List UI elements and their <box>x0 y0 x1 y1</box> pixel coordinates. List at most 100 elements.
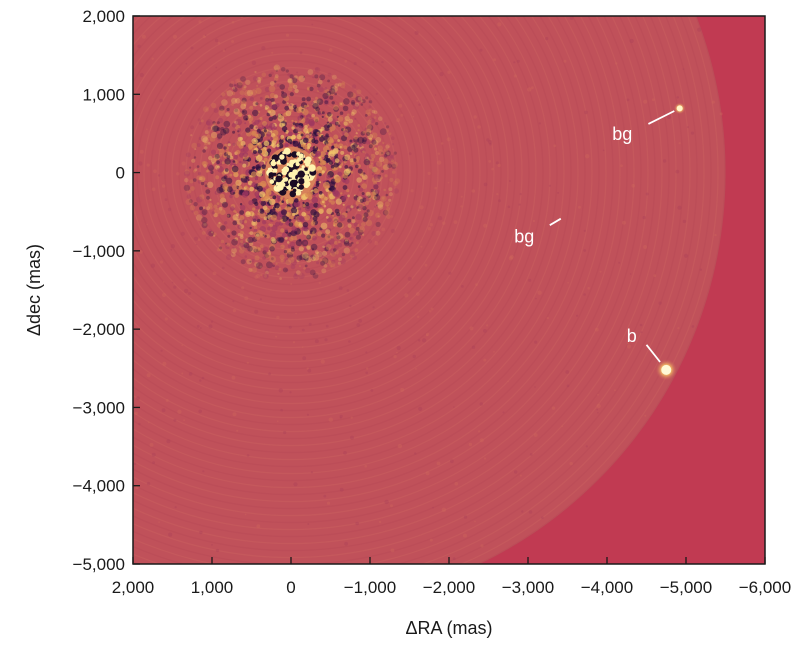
speckle <box>330 265 333 268</box>
speckle <box>361 174 368 181</box>
speckle <box>361 233 365 236</box>
speckle <box>314 67 321 73</box>
speckle <box>350 170 354 174</box>
speckle <box>207 181 214 188</box>
speckle <box>230 206 235 211</box>
speckle <box>181 372 184 375</box>
speckle <box>384 201 390 207</box>
speckle <box>390 504 393 508</box>
speckle <box>454 481 459 486</box>
speckle <box>334 244 339 250</box>
speckle <box>258 76 263 81</box>
speckle-ring <box>133 16 572 454</box>
speckle <box>260 196 266 202</box>
speckle <box>200 119 204 123</box>
speckle <box>252 215 259 222</box>
speckle <box>135 485 139 490</box>
core-speckle <box>291 151 299 158</box>
speckle <box>368 144 373 149</box>
speckle <box>375 136 382 143</box>
annotation-leader <box>647 110 675 125</box>
speckle <box>447 181 450 184</box>
speckle <box>488 140 493 144</box>
speckle <box>215 175 220 180</box>
speckle <box>329 95 334 100</box>
speckle <box>256 170 263 177</box>
speckle <box>408 152 412 156</box>
speckle <box>296 270 301 275</box>
speckle <box>242 86 246 91</box>
speckle <box>195 98 199 102</box>
speckle <box>331 250 337 256</box>
speckle <box>461 285 464 288</box>
speckle-ring <box>133 16 705 564</box>
speckle <box>293 482 298 487</box>
speckle <box>247 179 250 181</box>
speckle <box>176 172 180 176</box>
speckle <box>276 143 280 148</box>
speckle <box>197 238 201 241</box>
speckle <box>328 238 335 245</box>
speckle <box>226 107 230 112</box>
speckle <box>371 193 378 200</box>
speckle <box>296 133 302 140</box>
speckle <box>213 234 216 237</box>
speckle <box>285 110 292 117</box>
speckle <box>301 97 306 102</box>
speckle <box>203 222 207 226</box>
label-bg: bg <box>612 124 632 144</box>
speckle <box>243 242 247 246</box>
speckle <box>321 111 325 115</box>
speckle <box>324 100 329 105</box>
speckle <box>537 290 542 295</box>
speckle <box>302 109 309 116</box>
speckle <box>377 204 384 210</box>
speckle <box>351 84 357 89</box>
core-speckle <box>279 154 285 160</box>
speckle <box>278 388 283 393</box>
speckle <box>208 88 212 92</box>
speckle <box>253 225 258 230</box>
speckle <box>252 166 256 169</box>
speckle <box>268 85 276 93</box>
speckle <box>352 103 360 110</box>
speckle <box>353 194 357 197</box>
speckle <box>318 208 324 214</box>
speckle <box>350 251 355 256</box>
speckle <box>242 146 249 153</box>
speckle <box>376 204 379 207</box>
speckle <box>289 198 294 203</box>
speckle <box>266 199 269 202</box>
speckle <box>230 204 236 209</box>
speckle <box>436 461 441 466</box>
speckle <box>237 80 243 86</box>
speckle <box>381 227 386 232</box>
speckle <box>349 227 355 234</box>
speckle <box>293 273 299 280</box>
speckle-ring <box>0 0 669 551</box>
speckle <box>170 248 173 251</box>
speckle <box>418 339 421 342</box>
speckle <box>626 342 630 345</box>
speckle <box>307 195 313 200</box>
speckle <box>318 281 321 285</box>
speckle <box>415 292 420 296</box>
speckle <box>534 340 538 344</box>
speckle <box>161 184 166 188</box>
speckle <box>569 461 573 466</box>
speckle <box>216 142 224 150</box>
speckle <box>319 258 323 262</box>
speckle <box>249 96 254 102</box>
speckle <box>460 195 463 198</box>
speckle <box>292 105 297 109</box>
speckle <box>307 190 313 197</box>
speckle <box>425 334 429 337</box>
speckle <box>220 225 226 231</box>
speckle <box>217 165 220 169</box>
speckle <box>365 128 371 134</box>
speckle <box>372 61 375 64</box>
speckle <box>309 86 314 92</box>
speckle <box>386 125 390 129</box>
speckle <box>241 286 245 290</box>
speckle-ring <box>171 52 411 293</box>
